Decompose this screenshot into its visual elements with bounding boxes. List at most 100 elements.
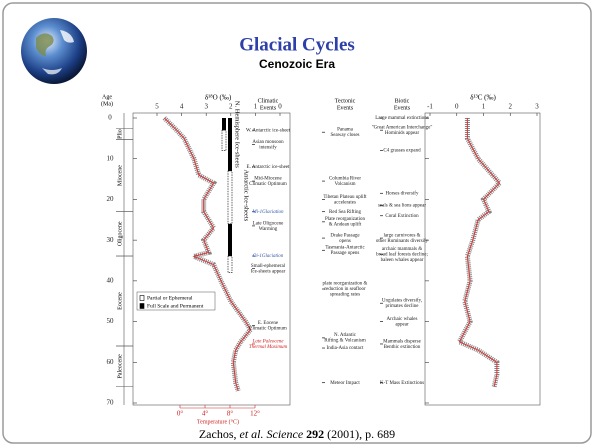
event-label: & Andean uplift: [329, 223, 362, 228]
y-tick-label: 10: [107, 154, 115, 162]
axis-title: Age: [102, 94, 112, 100]
event-label: Tasmania-Antarctic: [325, 246, 365, 251]
event-label: Hominids appear: [385, 131, 420, 136]
x-tick-label: 12°: [250, 410, 260, 418]
panel-frame: [132, 112, 291, 406]
event-label: Climatic Optimum: [249, 182, 287, 187]
event-label: Columbia River: [329, 176, 361, 181]
axis-title: Temperature (°C): [197, 418, 239, 425]
x-tick-label: 4°: [202, 410, 209, 418]
x-tick-label: 5: [155, 103, 159, 111]
event-label: Red Sea Rifting: [329, 210, 361, 215]
y-tick-label: 30: [107, 236, 115, 244]
ice-sheet-label: Antarctic Ice-sheets: [243, 169, 250, 221]
event-label: Large mammal extinctions: [375, 116, 429, 121]
event-label: opens: [339, 239, 351, 244]
x-tick-label: 3: [204, 103, 208, 111]
y-tick-label: 0: [108, 114, 112, 122]
y-tick-label: 70: [107, 399, 115, 407]
event-label: Drake Passage: [330, 233, 360, 238]
citation: Zachos, et al. Science 292 (2001), p. 68…: [199, 427, 395, 441]
event-label: Benthic extinction: [384, 345, 421, 350]
epoch-label: Eocene: [117, 292, 123, 310]
event-label: Climatic Optimum: [249, 327, 287, 332]
event-label: N. Atlantic: [334, 333, 357, 338]
event-label: large carnivores &: [383, 233, 420, 238]
legend-swatch: [139, 303, 145, 309]
x-tick-label: -1: [427, 103, 433, 111]
x-tick-label: 2: [229, 103, 233, 111]
event-label: Late Oligocene: [253, 221, 284, 226]
event-label: Small-ephemeral: [251, 264, 286, 269]
x-tick-label: 3: [535, 103, 539, 111]
ice-sheet-label: N. Hemisphere Ice-sheets: [234, 101, 241, 168]
citation-authors: Zachos,: [199, 427, 240, 441]
event-label: Mi-1Glaciation: [251, 210, 284, 215]
event-label: primates decline: [386, 304, 420, 309]
event-label: E. Antarctic ice-sheet: [247, 165, 291, 170]
ice-bar-partial: [227, 170, 233, 225]
y-tick-label: 60: [107, 358, 115, 366]
event-label: Panama: [337, 128, 354, 133]
event-label: Ice-sheets appear: [251, 270, 286, 275]
x-tick-label: 0°: [177, 410, 184, 418]
axis-title: (Ma): [101, 100, 113, 107]
event-label: Passage opens: [331, 251, 360, 256]
x-tick-label: 2: [509, 103, 513, 111]
event-label: Late Paleocene: [252, 339, 285, 344]
event-label: Mammals disperse: [383, 339, 421, 344]
legend-swatch: [139, 295, 145, 301]
slide-title: Glacial Cycles: [239, 34, 355, 55]
event-label: Oi-1Glaciation: [253, 254, 284, 259]
event-label: E. Eocene: [258, 321, 279, 326]
slide-subtitle: Cenozoic Era: [259, 57, 335, 71]
ice-bar-partial: [221, 129, 227, 151]
event-label: spreading rates: [330, 293, 360, 298]
event-label: Coral Extinction: [385, 214, 419, 219]
event-label: Volcanism: [334, 182, 355, 187]
x-tick-label: 1: [254, 103, 258, 111]
event-label: India-Asia contact: [327, 346, 364, 351]
event-label: intensify: [259, 145, 277, 150]
event-label: reduction in seafloor: [324, 287, 366, 292]
citation-rest: (2001), p. 689: [327, 427, 395, 441]
x-tick-label: 4: [180, 103, 184, 111]
event-label: appear: [395, 322, 409, 327]
event-label: K-T Mass Extinctions: [380, 381, 424, 386]
x-tick-label: 0: [278, 103, 282, 111]
event-label: Warming: [259, 227, 278, 232]
citation-journal: Science: [267, 427, 304, 441]
globe-icon: [21, 18, 87, 84]
axis-title: δ¹³C (‰): [470, 94, 496, 102]
epoch-label: Miocene: [117, 165, 123, 186]
x-tick-label: 0: [455, 103, 459, 111]
ice-bar-full: [228, 118, 232, 171]
column-header: Events: [337, 105, 354, 111]
event-label: Archaic whales: [387, 317, 418, 322]
event-label: seals & sea lions appear: [378, 204, 426, 209]
event-label: Tibetan Plateau uplift: [323, 195, 367, 200]
column-header: Events: [394, 105, 411, 111]
event-label: accelerates: [334, 200, 356, 205]
y-tick-label: 20: [107, 195, 115, 203]
citation-volume: 292: [306, 427, 324, 441]
event-label: broad leaf forests decline;: [376, 253, 428, 258]
event-label: archaic mammals &: [382, 247, 422, 252]
legend-label: Partial or Ephemeral: [147, 295, 193, 301]
event-label: W. Antarctic ice-sheet: [246, 128, 291, 133]
epoch-label: Oligocene: [117, 221, 123, 246]
event-label: C4 grasses expand: [383, 149, 421, 154]
column-header: Events: [260, 105, 277, 111]
event-label: Mid-Miocene: [254, 176, 282, 181]
event-label: "Great American Interchange": [372, 126, 433, 131]
column-header: Tectonic: [335, 98, 356, 104]
ice-bar-partial: [227, 255, 233, 274]
panel-frame: [424, 112, 541, 406]
ice-bar-full: [228, 223, 232, 257]
event-label: plate reorganization &: [323, 282, 368, 287]
x-tick-label: 8°: [227, 410, 234, 418]
event-label: baleen whales appear: [381, 258, 424, 263]
legend-frame: [136, 291, 216, 311]
data-line: [458, 118, 501, 387]
